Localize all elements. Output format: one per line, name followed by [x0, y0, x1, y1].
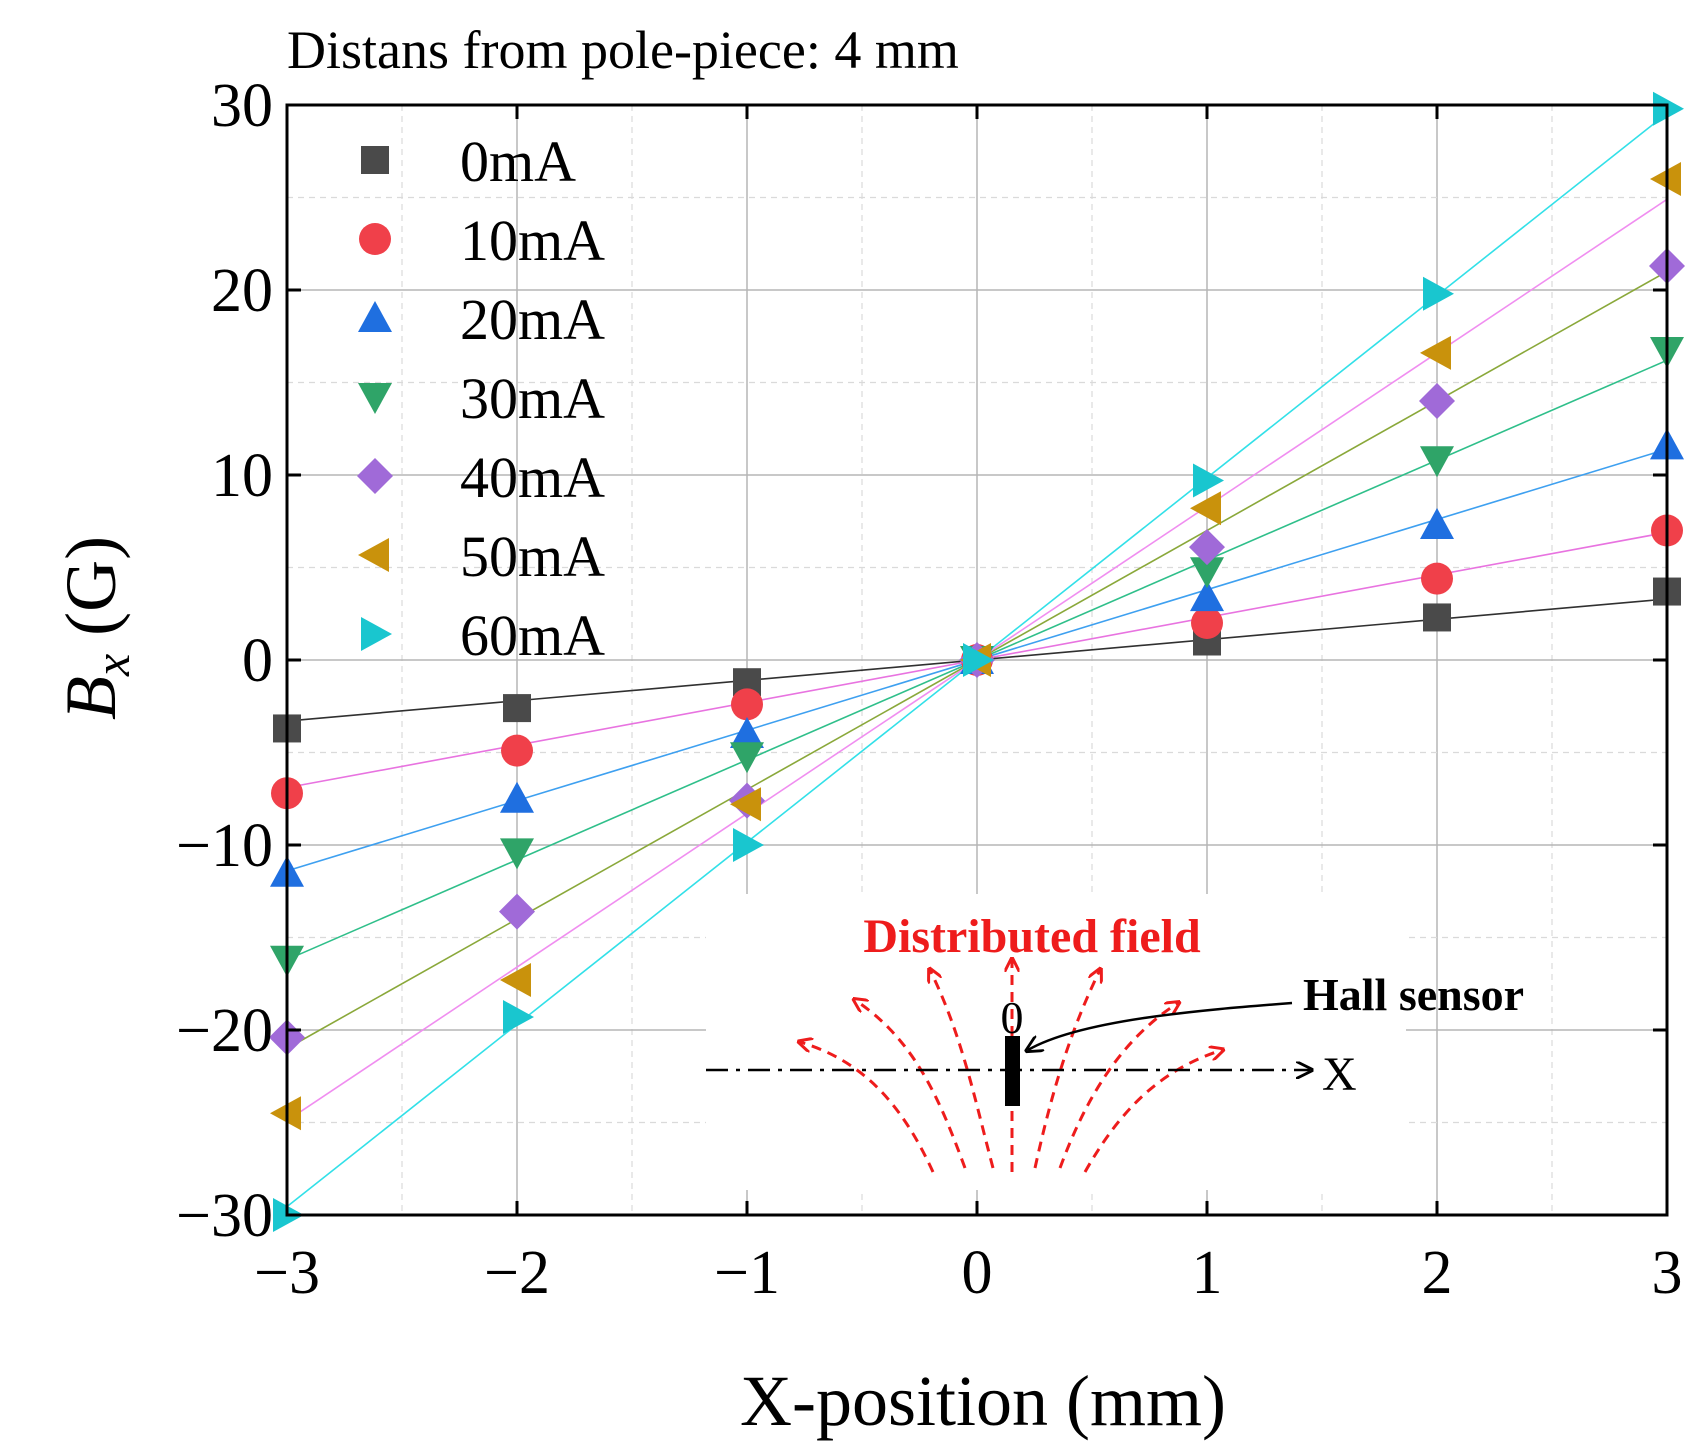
- origin-label: 0: [1001, 992, 1024, 1043]
- legend-marker-60mA: [361, 617, 392, 651]
- x-tick-label: 0: [962, 1239, 993, 1307]
- y-tick-label: −20: [176, 997, 273, 1065]
- x-tick-label: 1: [1192, 1239, 1223, 1307]
- point-50mA: [500, 963, 531, 998]
- field-line-right-3: [1083, 1050, 1222, 1173]
- legend-label-20mA: 20mA: [460, 287, 605, 352]
- inset-axis-label: X: [1322, 1048, 1357, 1101]
- point-30mA: [730, 742, 764, 774]
- point-30mA: [1190, 557, 1224, 589]
- point-10mA: [1421, 562, 1453, 595]
- point-50mA: [730, 787, 761, 822]
- inset-background: [706, 894, 1406, 1190]
- point-0mA: [1423, 603, 1451, 632]
- legend-marker-30mA: [358, 383, 392, 414]
- y-axis-label-symbol: B: [51, 676, 131, 720]
- legend-label-50mA: 50mA: [460, 524, 605, 589]
- y-tick-label: 30: [211, 72, 273, 140]
- legend-label-60mA: 60mA: [460, 603, 605, 668]
- legend: 0mA 10mA 20mA 30mA 40mA 50mA 60mA: [357, 129, 605, 668]
- y-tick-label: 20: [211, 257, 273, 325]
- field-line-left-2: [855, 1000, 967, 1169]
- point-20mA: [1420, 507, 1454, 539]
- y-tick-label: 10: [211, 442, 273, 510]
- hall-sensor-label: Hall sensor: [1303, 969, 1524, 1020]
- x-tick-label: −1: [714, 1239, 780, 1307]
- legend-marker-20mA: [358, 301, 392, 332]
- x-tick-label: −2: [484, 1239, 550, 1307]
- legend-label-0mA: 0mA: [460, 129, 576, 194]
- y-axis-label-subscript: x: [84, 654, 140, 677]
- point-40mA: [1189, 529, 1225, 566]
- field-line-left-1: [930, 970, 995, 1169]
- legend-label-40mA: 40mA: [460, 445, 605, 510]
- chart-title: Distans from pole-piece: 4 mm: [287, 20, 959, 80]
- point-60mA: [1423, 276, 1454, 311]
- point-60mA: [733, 828, 764, 862]
- legend-marker-0mA: [361, 146, 389, 174]
- point-50mA: [1190, 491, 1221, 526]
- field-line-right-1: [1033, 970, 1100, 1169]
- point-50mA: [1420, 335, 1451, 370]
- point-60mA: [503, 1000, 534, 1035]
- legend-marker-40mA: [357, 458, 393, 494]
- point-0mA: [503, 694, 531, 723]
- y-axis-label-unit: (G): [51, 536, 131, 654]
- inset-title: Distributed field: [863, 910, 1201, 963]
- y-tick-label: −10: [176, 812, 273, 880]
- field-line-right-2: [1058, 1003, 1178, 1169]
- legend-marker-10mA: [359, 223, 391, 255]
- point-20mA: [500, 781, 534, 813]
- x-tick-label: 3: [1652, 1239, 1683, 1307]
- inset-diagram: Distributed field X 0 Hall sensor: [706, 894, 1524, 1190]
- point-20mA: [1190, 580, 1224, 612]
- axis-ticks: [285, 103, 1669, 1217]
- y-axis-label: Bx (G): [51, 536, 140, 720]
- point-40mA: [499, 893, 535, 930]
- y-tick-label: 0: [242, 627, 273, 695]
- y-tick-label: −30: [176, 1182, 273, 1250]
- point-20mA: [730, 717, 764, 748]
- point-60mA: [963, 643, 994, 677]
- legend-label-10mA: 10mA: [460, 208, 605, 273]
- hall-sensor: [1005, 1036, 1020, 1106]
- legend-label-30mA: 30mA: [460, 366, 605, 431]
- x-tick-label: 2: [1422, 1239, 1453, 1307]
- point-10mA: [731, 688, 763, 721]
- x-tick-label: −3: [254, 1239, 320, 1307]
- point-40mA: [1419, 383, 1455, 419]
- point-60mA: [1193, 463, 1224, 498]
- point-10mA: [501, 734, 533, 767]
- hall-sensor-pointer: [1028, 1001, 1293, 1050]
- x-axis-label: X-position (mm): [740, 1361, 1226, 1441]
- data-points: [269, 91, 1685, 1232]
- point-30mA: [500, 838, 534, 870]
- point-10mA: [1191, 607, 1223, 639]
- field-line-left-3: [800, 1042, 935, 1173]
- point-30mA: [1420, 446, 1454, 478]
- legend-marker-50mA: [358, 538, 389, 572]
